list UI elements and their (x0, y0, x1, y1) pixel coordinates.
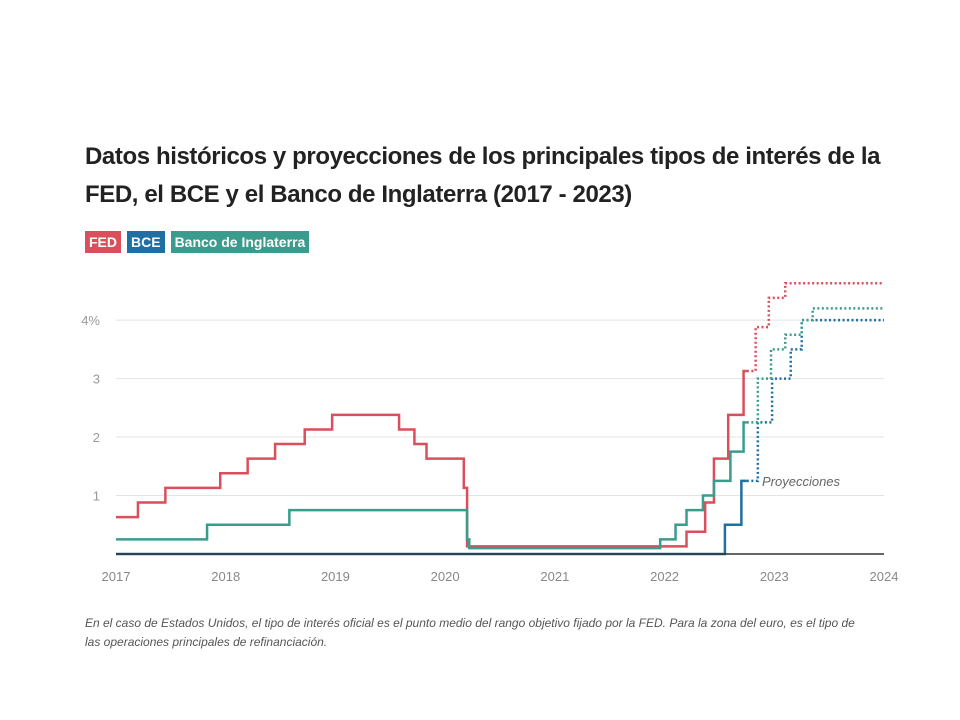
series-projection-bce (746, 318, 884, 483)
y-tick-label: 2 (93, 430, 100, 445)
series-projection-banco-de-inglaterra (746, 307, 884, 424)
legend-item-fed: FED (85, 231, 121, 253)
x-tick-label: 2023 (760, 569, 789, 584)
chart-title: Datos históricos y proyecciones de los p… (85, 143, 881, 208)
series-line-fed (116, 369, 747, 548)
axis-ticks: 1 2 3 4% 2017 2018 2019 2020 2021 2022 2023 2024 (81, 313, 898, 584)
x-tick-label: 2019 (321, 569, 350, 584)
series-line-bce (116, 479, 747, 556)
x-tick-label: 2018 (211, 569, 240, 584)
series-lines (116, 281, 884, 556)
footnote: En el caso de Estados Unidos, el tipo de… (85, 616, 855, 649)
y-tick-label: 1 (93, 489, 100, 504)
y-tick-label: 4% (81, 313, 100, 328)
x-tick-label: 2020 (431, 569, 460, 584)
legend-item-bce: BCE (127, 231, 165, 253)
x-tick-label: 2024 (870, 569, 899, 584)
grid (116, 319, 884, 497)
y-tick-label: 3 (93, 372, 100, 387)
x-tick-label: 2017 (102, 569, 131, 584)
x-tick-label: 2022 (650, 569, 679, 584)
legend-item-boe: Banco de Inglaterra (170, 231, 310, 253)
series-projection-fed (746, 281, 884, 373)
legend: FED BCE Banco de Inglaterra (85, 231, 310, 253)
projection-annotation: Proyecciones (762, 474, 841, 489)
series-line-banco-de-inglaterra (116, 421, 747, 550)
x-tick-label: 2021 (540, 569, 569, 584)
